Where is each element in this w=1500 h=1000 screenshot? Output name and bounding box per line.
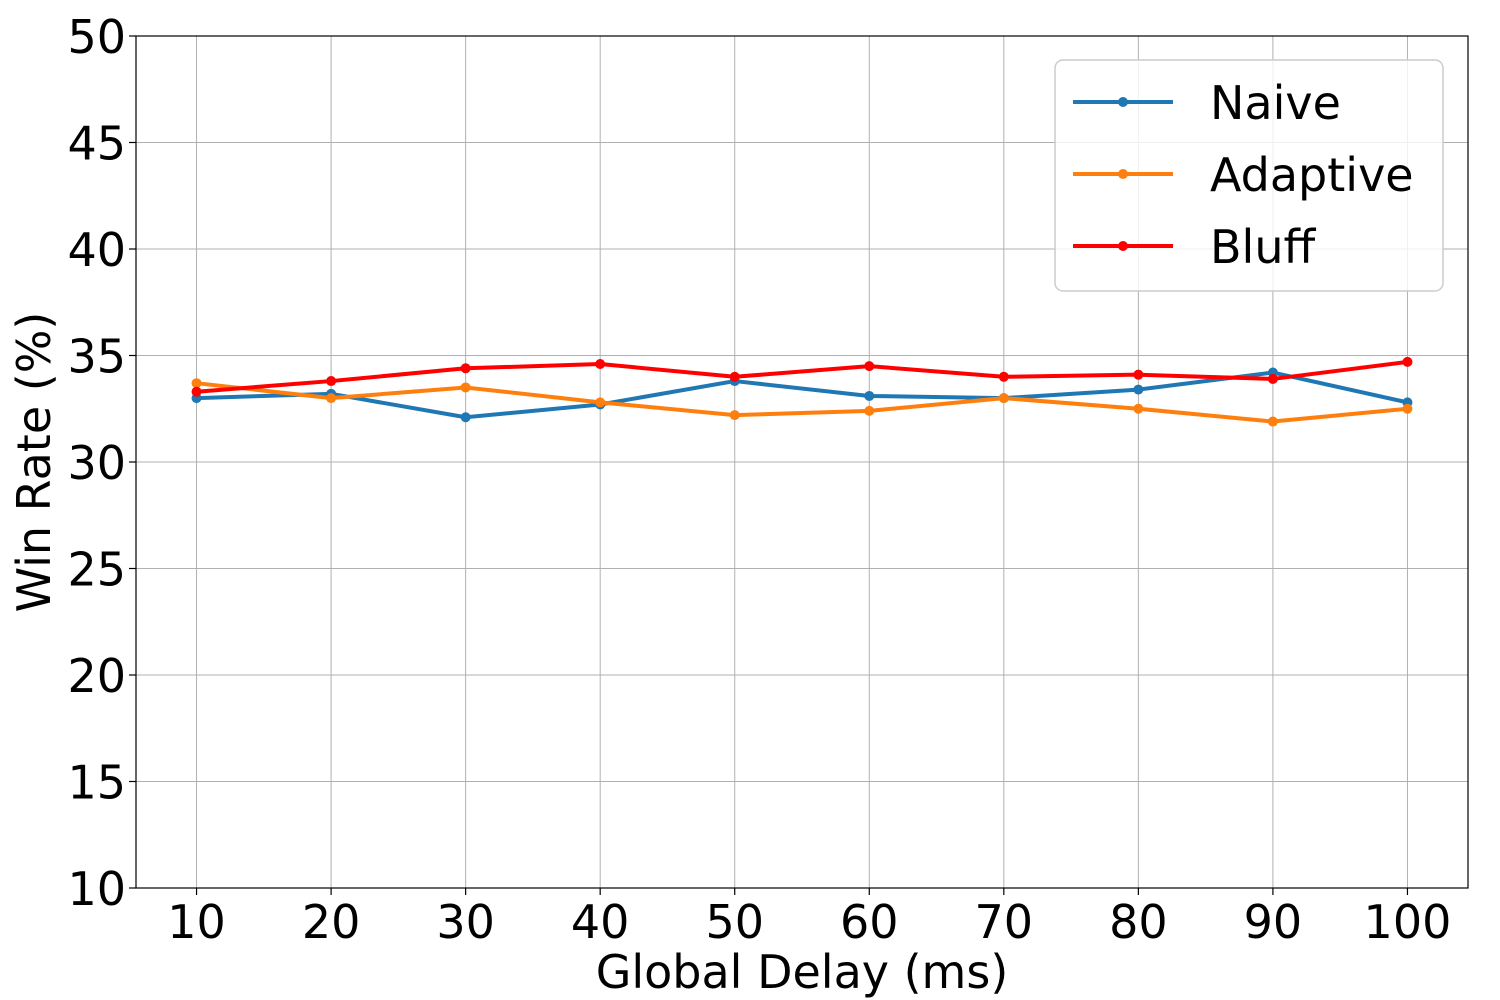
data-point-naive <box>460 412 471 423</box>
data-point-naive <box>864 390 875 401</box>
series-line-bluff <box>194 359 1410 394</box>
data-point-adaptive <box>191 378 202 389</box>
y-tick-label: 10 <box>67 862 126 916</box>
series-line-naive <box>194 370 1410 420</box>
data-point-adaptive <box>595 397 606 408</box>
x-tick-label: 20 <box>302 895 361 949</box>
data-point-bluff <box>1267 373 1278 384</box>
y-tick-label: 15 <box>67 756 126 810</box>
y-tick-label: 40 <box>67 223 126 277</box>
data-point-adaptive <box>326 393 337 404</box>
legend-box <box>1054 59 1444 292</box>
y-tick-label: 35 <box>67 330 126 384</box>
data-point-adaptive <box>729 410 740 421</box>
x-tick-label: 100 <box>1364 895 1452 949</box>
data-point-bluff <box>191 386 202 397</box>
y-tick-label: 20 <box>67 649 126 703</box>
y-tick-label: 25 <box>67 543 126 597</box>
x-tick-label: 50 <box>705 895 764 949</box>
legend-label-bluff: Bluff <box>1210 220 1316 274</box>
x-tick-label: 10 <box>167 895 226 949</box>
data-point-adaptive <box>1133 403 1144 414</box>
data-point-bluff <box>326 376 337 387</box>
legend-label-adaptive: Adaptive <box>1210 148 1414 202</box>
legend-marker-naive <box>1118 97 1128 107</box>
y-tick-label: 45 <box>67 117 126 171</box>
x-tick-label: 70 <box>975 895 1034 949</box>
data-point-bluff <box>864 361 875 372</box>
legend-label-naive: Naive <box>1210 76 1341 130</box>
ticks: 10 20 30 40 50 60 70 80 90 100 10 15 20 25 30 35 40 45 50 <box>67 10 1451 949</box>
data-point-adaptive <box>1267 416 1278 427</box>
series-layer <box>191 356 1413 427</box>
legend-marker-adaptive <box>1118 169 1128 179</box>
x-axis-label: Global Delay (ms) <box>596 945 1009 999</box>
x-tick-label: 40 <box>571 895 630 949</box>
y-axis-label: Win Rate (%) <box>7 312 61 613</box>
x-tick-label: 60 <box>840 895 899 949</box>
series-line-adaptive <box>194 381 1410 424</box>
data-point-bluff <box>1133 369 1144 380</box>
legend-marker-bluff <box>1118 241 1128 251</box>
data-point-bluff <box>729 371 740 382</box>
y-tick-label: 30 <box>67 436 126 490</box>
x-tick-label: 30 <box>436 895 495 949</box>
data-point-adaptive <box>998 393 1009 404</box>
data-point-naive <box>1133 384 1144 395</box>
x-tick-label: 80 <box>1109 895 1168 949</box>
data-point-bluff <box>595 359 606 370</box>
data-point-bluff <box>998 371 1009 382</box>
data-point-adaptive <box>1402 403 1413 414</box>
data-point-bluff <box>460 363 471 374</box>
legend: Naive Adaptive Bluff <box>1054 59 1444 292</box>
data-point-bluff <box>1402 356 1413 367</box>
data-point-adaptive <box>864 405 875 416</box>
y-tick-label: 50 <box>67 10 126 64</box>
x-tick-label: 90 <box>1244 895 1303 949</box>
data-point-adaptive <box>460 382 471 393</box>
